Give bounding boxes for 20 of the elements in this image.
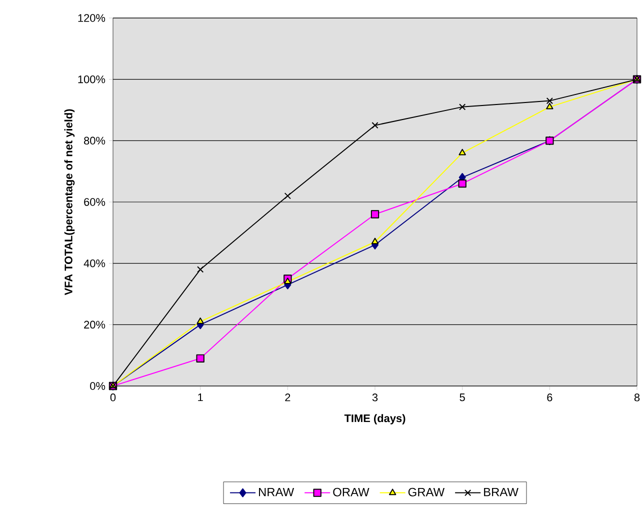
- y-tick-label: 20%: [84, 320, 106, 329]
- x-tick-label: 1: [198, 394, 203, 402]
- y-tick-label: 100%: [78, 75, 106, 84]
- y-tick-label: 0%: [90, 382, 106, 390]
- x-axis-title: TIME (days): [344, 414, 406, 424]
- x-tick-label: 8: [634, 394, 640, 402]
- legend-label: BRAW: [484, 488, 518, 496]
- x-tick-label: 3: [372, 394, 378, 402]
- x-tick-label: 5: [460, 394, 465, 402]
- x-tick-label: 2: [285, 394, 290, 402]
- y-tick-label: 120%: [78, 14, 106, 22]
- y-tick-label: 80%: [84, 136, 106, 145]
- legend-label: NRAW: [259, 488, 294, 496]
- y-tick-label: 60%: [84, 198, 106, 206]
- y-axis-title: VFA TOTAL(percentage of net yield): [64, 109, 75, 296]
- x-tick-label: 6: [547, 394, 552, 402]
- legend-label: ORAW: [333, 488, 370, 496]
- y-tick-label: 40%: [84, 259, 106, 268]
- x-tick-label: 0: [110, 394, 116, 402]
- legend-label: GRAW: [408, 488, 445, 496]
